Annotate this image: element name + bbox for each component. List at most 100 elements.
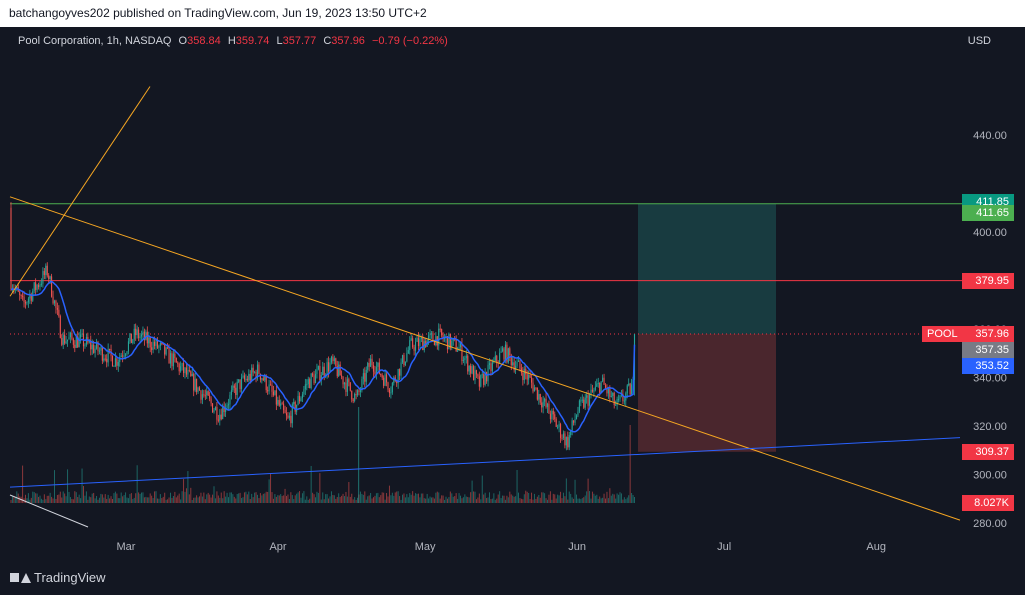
volume-bar xyxy=(11,496,13,503)
candle-body xyxy=(262,378,264,381)
volume-bar xyxy=(597,498,599,503)
candle-body xyxy=(623,400,625,402)
volume-bar xyxy=(228,497,229,503)
candle-body xyxy=(77,336,79,348)
candle-body xyxy=(283,403,285,410)
candle-body xyxy=(602,377,604,382)
candle-body xyxy=(538,394,540,400)
volume-bar xyxy=(502,495,504,503)
candle-body xyxy=(507,348,509,363)
candle-body xyxy=(343,382,346,385)
volume-bar xyxy=(145,496,147,503)
candle-body xyxy=(561,437,563,439)
volume-bar xyxy=(570,493,572,503)
candle-body xyxy=(474,370,476,381)
candle-body xyxy=(571,420,573,431)
candle-body xyxy=(539,394,541,403)
candle-body xyxy=(490,363,492,372)
candle-body xyxy=(622,394,624,401)
volume-bar xyxy=(132,499,134,503)
volume-bar xyxy=(326,494,328,503)
candle-body xyxy=(335,358,337,366)
candle-body xyxy=(61,337,63,345)
candle-body xyxy=(188,370,190,372)
currency-label[interactable]: USD xyxy=(967,35,991,47)
volume-bar xyxy=(29,499,31,503)
volume-bar xyxy=(606,491,608,503)
candle-body xyxy=(107,348,109,363)
volume-bar xyxy=(436,491,438,503)
chart-area[interactable]: 280.00300.00320.00340.00360.00400.00440.… xyxy=(0,27,1025,562)
volume-bar xyxy=(460,495,461,503)
candle-body xyxy=(212,403,214,413)
candle-body xyxy=(242,375,244,378)
volume-bar xyxy=(620,493,622,503)
open-value: 358.84 xyxy=(187,35,221,47)
volume-bar xyxy=(317,492,319,503)
volume-bar xyxy=(274,494,276,503)
volume-bar xyxy=(170,492,171,503)
candle-body xyxy=(599,382,601,393)
volume-bar xyxy=(187,471,189,503)
candle-body xyxy=(397,369,399,384)
tradingview-brand[interactable]: TradingView xyxy=(10,570,106,585)
candle-body xyxy=(484,372,486,385)
candle-body xyxy=(278,400,280,406)
volume-bar xyxy=(154,491,156,503)
candle-body xyxy=(504,344,506,360)
candle-body xyxy=(341,375,343,377)
volume-bar xyxy=(323,499,325,503)
candle-body xyxy=(249,373,251,381)
volume-bar xyxy=(42,499,44,503)
volume-bar xyxy=(90,497,92,503)
candle-body xyxy=(33,282,35,292)
candle-body xyxy=(610,395,612,397)
candle-body xyxy=(549,413,551,420)
volume-bar xyxy=(406,494,408,503)
volume-bar xyxy=(72,499,74,503)
price-chart[interactable]: 280.00300.00320.00340.00360.00400.00440.… xyxy=(0,27,1025,562)
volume-bar xyxy=(490,499,492,503)
candle-body xyxy=(348,379,350,383)
candle-body xyxy=(194,378,196,391)
volume-bar xyxy=(580,499,582,503)
candle-body xyxy=(300,398,302,402)
volume-trendline xyxy=(9,494,89,528)
volume-bar xyxy=(586,491,588,503)
x-tick-label: Jun xyxy=(568,541,586,553)
volume-bar xyxy=(223,491,225,503)
volume-bar xyxy=(219,497,221,503)
volume-bar xyxy=(446,498,448,503)
volume-bar xyxy=(296,493,298,503)
volume-bar xyxy=(470,492,472,503)
candle-body xyxy=(478,376,480,387)
candle-body xyxy=(193,373,195,391)
candle-body xyxy=(55,300,57,309)
candle-body xyxy=(465,355,467,359)
support-trendline xyxy=(9,437,961,488)
volume-bar xyxy=(98,497,100,503)
volume-bar xyxy=(242,497,244,503)
candle-body xyxy=(200,390,202,400)
volume-bar xyxy=(217,495,219,503)
candle-body xyxy=(564,433,566,446)
footer: TradingView xyxy=(0,562,1025,595)
symbol-tag: POOL xyxy=(922,325,963,342)
volume-bar xyxy=(156,498,158,503)
volume-bar xyxy=(445,496,447,503)
volume-bar xyxy=(322,492,324,503)
candle-body xyxy=(346,379,348,392)
volume-bar xyxy=(607,498,609,503)
volume-bar xyxy=(590,498,592,503)
candle-body xyxy=(246,378,248,381)
candle-body xyxy=(65,341,67,344)
volume-bar xyxy=(399,496,401,503)
volume-bar xyxy=(339,497,341,503)
candle-body xyxy=(615,404,617,406)
volume-bar xyxy=(413,495,415,503)
candle-body xyxy=(301,394,303,399)
candle-body xyxy=(354,394,356,401)
candle-body xyxy=(280,403,282,406)
volume-bar xyxy=(519,498,521,503)
candle-body xyxy=(90,341,92,350)
